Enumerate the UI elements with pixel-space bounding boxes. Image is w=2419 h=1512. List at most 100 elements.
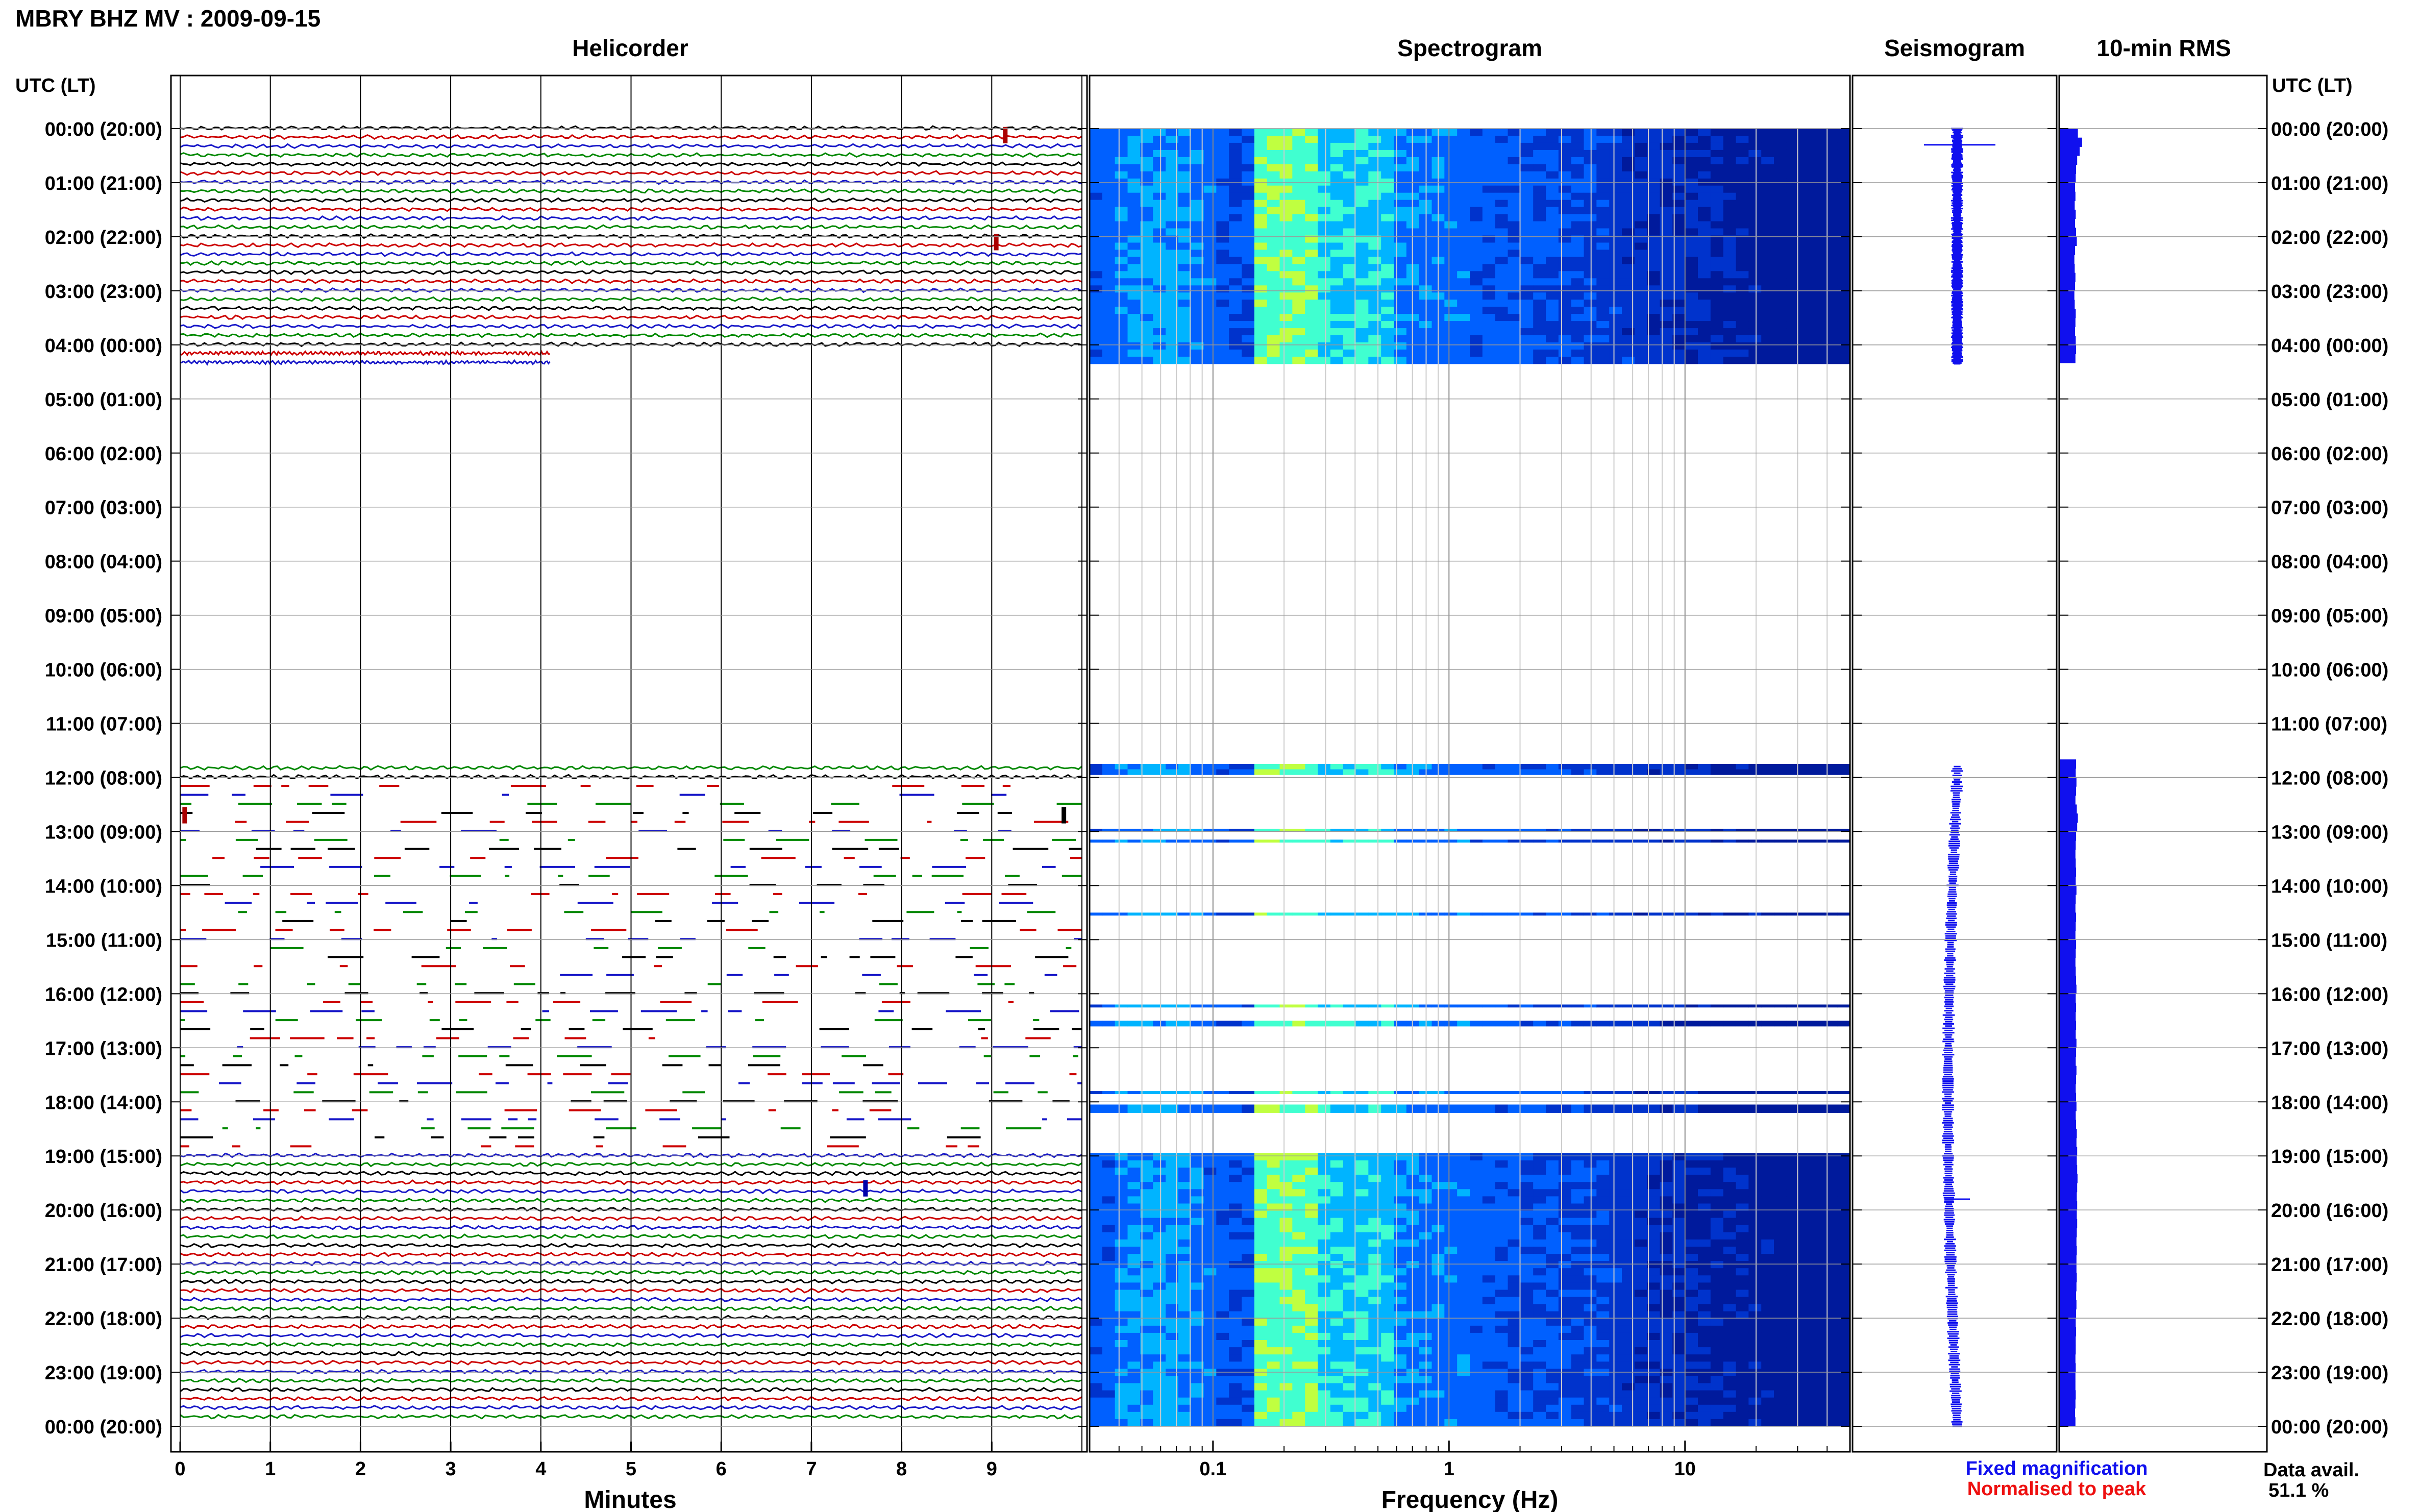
spectrogram-cell bbox=[1710, 328, 1724, 336]
spectrogram-cell bbox=[1381, 328, 1394, 336]
spectrogram-cell bbox=[1267, 1210, 1280, 1219]
spectrogram-cell bbox=[1786, 829, 1800, 832]
spectrogram-cell bbox=[1647, 1340, 1660, 1348]
spectrogram-cell bbox=[1609, 1168, 1622, 1175]
spectrogram-cell bbox=[1394, 1311, 1407, 1319]
spectrogram-cell bbox=[1330, 1404, 1344, 1412]
spectrogram-cell bbox=[1774, 300, 1787, 307]
spectrogram-cell bbox=[1267, 1411, 1280, 1420]
spectrogram-cell bbox=[1786, 1091, 1800, 1094]
spectrogram-cell bbox=[1824, 292, 1838, 300]
spectrogram-cell bbox=[1596, 1225, 1610, 1233]
spectrogram-cell bbox=[1812, 1311, 1825, 1319]
spectrogram-cell bbox=[1736, 136, 1749, 143]
spectrogram-cell bbox=[1267, 257, 1280, 264]
spectrogram-cell bbox=[1723, 1261, 1736, 1269]
spectrogram-cell bbox=[1279, 912, 1293, 916]
spectrogram-cell bbox=[1216, 1182, 1229, 1189]
spectrogram-cell bbox=[1318, 1297, 1331, 1305]
spectrogram-cell bbox=[1254, 1297, 1268, 1305]
spectrogram-cell bbox=[1584, 221, 1597, 229]
spectrogram-cell bbox=[1203, 1160, 1217, 1168]
spectrogram-cell bbox=[1546, 335, 1559, 343]
spectrogram-cell bbox=[1318, 1411, 1331, 1420]
spectrogram-cell bbox=[1381, 1325, 1394, 1333]
spectrogram-cell bbox=[1761, 1282, 1774, 1290]
spectrogram-cell bbox=[1394, 1247, 1407, 1254]
spectrogram-cell bbox=[1279, 129, 1293, 136]
spectrogram-cell bbox=[1127, 1340, 1141, 1348]
spectrogram-cell bbox=[1672, 271, 1686, 279]
spectrogram-cell bbox=[1394, 171, 1407, 179]
spectrogram-cell bbox=[1127, 207, 1141, 215]
spectrogram-cell bbox=[1191, 1004, 1204, 1008]
spectrogram-cell bbox=[1824, 1383, 1838, 1391]
spectrogram-cell bbox=[1584, 1189, 1597, 1197]
spectrogram-cell bbox=[1419, 171, 1432, 179]
spectrogram-cell bbox=[1622, 1104, 1635, 1113]
spectrogram-cell bbox=[1355, 1091, 1369, 1094]
spectrogram-cell bbox=[1127, 1104, 1141, 1113]
spectrogram-cell bbox=[1292, 1218, 1305, 1226]
spectrogram-cell bbox=[1292, 1340, 1305, 1348]
spectrogram-cell bbox=[1242, 1210, 1255, 1219]
spectrogram-cell bbox=[1520, 769, 1534, 775]
spectrogram-cell bbox=[1305, 1361, 1318, 1369]
spectrogram-cell bbox=[1660, 1182, 1673, 1189]
spectrogram-cell bbox=[1330, 242, 1344, 250]
spectrogram-cell bbox=[1482, 1411, 1496, 1420]
spectrogram-cell bbox=[1090, 764, 1103, 770]
spectrogram-cell bbox=[1533, 300, 1546, 307]
spectrogram-cell bbox=[1571, 278, 1584, 286]
spectrogram-cell bbox=[1736, 1196, 1749, 1204]
spectrogram-cell bbox=[1824, 1411, 1838, 1420]
spectrogram-cell bbox=[1596, 321, 1610, 329]
spectrogram-cell bbox=[1127, 1153, 1141, 1161]
spectrogram-cell bbox=[1761, 1297, 1774, 1305]
spectrogram-cell bbox=[1343, 1318, 1356, 1326]
spectrogram-cell bbox=[1178, 335, 1192, 343]
spectrogram-cell bbox=[1254, 1325, 1268, 1333]
spectrogram-cell bbox=[1634, 1383, 1648, 1391]
spectrogram-cell bbox=[1609, 264, 1622, 271]
spectrogram-cell bbox=[1457, 1239, 1470, 1247]
spectrogram-cell bbox=[1457, 1354, 1470, 1362]
spectrogram-cell bbox=[1254, 1091, 1268, 1094]
spectrogram-cell bbox=[1495, 769, 1508, 775]
spectrogram-cell bbox=[1774, 1304, 1787, 1312]
spectrogram-cell bbox=[1242, 221, 1255, 229]
spectrogram-cell bbox=[1558, 1175, 1572, 1182]
spectrogram-cell bbox=[1191, 1311, 1204, 1319]
spectrogram-cell bbox=[1191, 150, 1204, 158]
spectrogram-cell bbox=[1609, 129, 1622, 136]
spectrogram-cell bbox=[1596, 1210, 1610, 1219]
spectrogram-cell bbox=[1229, 1153, 1242, 1161]
spectrogram-cell bbox=[1710, 1203, 1724, 1211]
spectrogram-cell bbox=[1710, 178, 1724, 186]
spectrogram-cell bbox=[1090, 228, 1103, 236]
spectrogram-cell bbox=[1622, 1318, 1635, 1326]
spectrogram-cell bbox=[1267, 764, 1280, 770]
spectrogram-cell bbox=[1127, 1275, 1141, 1283]
spectrogram-cell bbox=[1178, 321, 1192, 329]
spectrogram-cell bbox=[1216, 1189, 1229, 1197]
spectrogram-cell bbox=[1318, 1182, 1331, 1189]
spectrogram-cell bbox=[1090, 314, 1103, 321]
spectrogram-cell bbox=[1736, 207, 1749, 215]
spectrogram-cell bbox=[1584, 257, 1597, 264]
spectrogram-cell bbox=[1812, 1275, 1825, 1283]
spectrogram-cell bbox=[1254, 1239, 1268, 1247]
spectrogram-cell bbox=[1457, 1325, 1470, 1333]
spectrogram-cell bbox=[1305, 214, 1318, 222]
spectrogram-cell bbox=[1824, 1290, 1838, 1298]
spectrogram-cell bbox=[1508, 1091, 1521, 1094]
spectrogram-cell bbox=[1824, 764, 1838, 770]
spectrogram-cell bbox=[1115, 1390, 1128, 1398]
spectrogram-cell bbox=[1761, 1290, 1774, 1298]
spectrogram-cell bbox=[1748, 1311, 1762, 1319]
spectrogram-cell bbox=[1698, 221, 1711, 229]
spectrogram-cell bbox=[1394, 357, 1407, 364]
spectrogram-cell bbox=[1685, 264, 1698, 271]
spectrogram-cell bbox=[1229, 839, 1242, 843]
spectrogram-cell bbox=[1533, 1354, 1546, 1362]
